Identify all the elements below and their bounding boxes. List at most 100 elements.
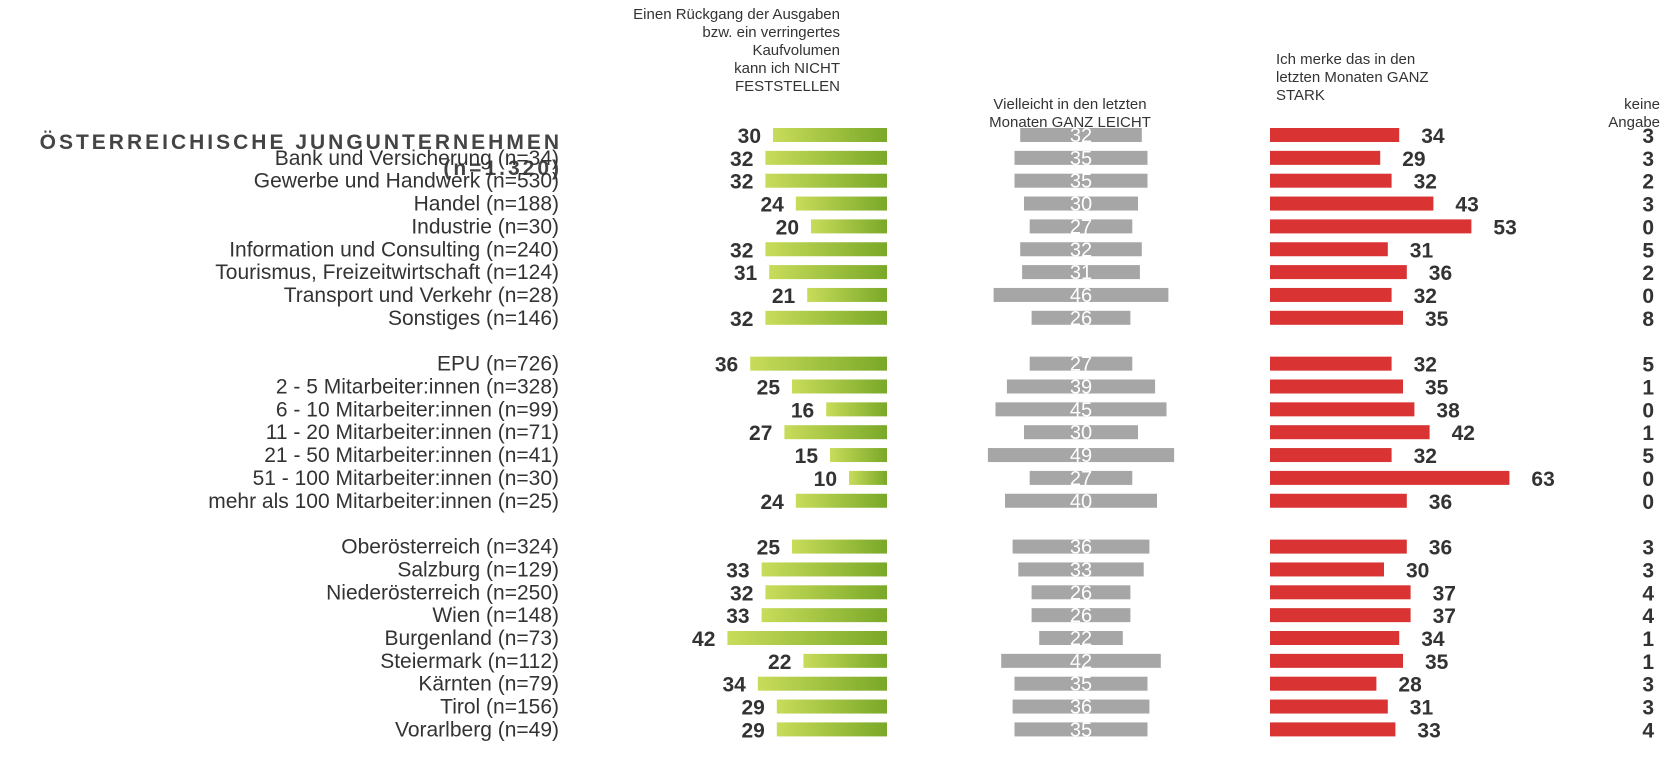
row-label: Handel (n=188) — [414, 193, 559, 216]
total-row-sample-size: (n=1.320) — [443, 157, 562, 180]
row-label: 2 - 5 Mitarbeiter:innen (n=328) — [276, 376, 559, 399]
value-label-strongly: 28 — [1398, 674, 1422, 697]
row-label: Tourismus, Freizeitwirtschaft (n=124) — [215, 261, 559, 284]
value-label-not-noticed: 24 — [760, 491, 784, 514]
bar-slightly — [1014, 676, 1148, 691]
row-label: Burgenland (n=73) — [384, 627, 559, 650]
value-label-slightly: 35 — [1070, 171, 1092, 193]
bar-slightly — [1001, 653, 1161, 668]
value-label-slightly: 32 — [1070, 125, 1092, 147]
value-label-no-answer: 3 — [1642, 674, 1654, 697]
value-label-slightly: 26 — [1070, 582, 1092, 604]
row-label: 51 - 100 Mitarbeiter:innen (n=30) — [253, 467, 559, 490]
value-label-not-noticed: 24 — [760, 194, 784, 217]
bar-not-noticed — [795, 493, 887, 508]
row-label: Wien (n=148) — [432, 604, 559, 627]
value-label-not-noticed: 34 — [722, 674, 746, 697]
value-label-slightly: 45 — [1070, 399, 1092, 421]
value-label-slightly: 39 — [1070, 377, 1092, 399]
value-label-strongly: 30 — [1406, 559, 1429, 582]
bar-slightly — [1039, 631, 1123, 645]
bar-strongly — [1270, 539, 1407, 554]
value-label-no-answer: 5 — [1642, 354, 1654, 377]
value-label-strongly: 37 — [1433, 605, 1456, 628]
value-label-slightly: 35 — [1070, 148, 1092, 170]
bar-strongly — [1270, 356, 1392, 371]
row-label: Transport und Verkehr (n=28) — [284, 284, 559, 307]
value-label-not-noticed: 10 — [814, 468, 837, 491]
value-label-not-noticed: 15 — [795, 445, 819, 468]
value-label-not-noticed: 36 — [715, 354, 738, 377]
value-label-not-noticed: 16 — [791, 399, 814, 422]
bar-strongly — [1270, 699, 1388, 714]
value-label-not-noticed: 27 — [749, 422, 772, 445]
value-label-not-noticed: 29 — [741, 719, 764, 742]
header-slightly-line: Monaten GANZ LEICHT — [989, 114, 1151, 131]
value-label-no-answer: 1 — [1642, 377, 1654, 400]
bar-not-noticed — [826, 402, 887, 417]
bar-not-noticed — [761, 608, 887, 623]
bar-slightly — [1014, 722, 1148, 737]
bar-not-noticed — [807, 287, 887, 302]
value-label-slightly: 27 — [1070, 468, 1092, 490]
bar-slightly — [1031, 608, 1131, 623]
bar-slightly — [1031, 310, 1131, 325]
bar-not-noticed — [776, 722, 887, 737]
value-label-not-noticed: 32 — [730, 171, 753, 194]
bar-not-noticed — [792, 539, 887, 554]
value-label-slightly: 35 — [1070, 674, 1092, 696]
bar-slightly — [1012, 539, 1150, 554]
row-label: 6 - 10 Mitarbeiter:innen (n=99) — [276, 398, 559, 421]
value-label-not-noticed: 21 — [772, 285, 796, 308]
value-label-strongly: 37 — [1433, 582, 1456, 605]
row-label: Industrie (n=30) — [411, 215, 559, 238]
value-label-no-answer: 3 — [1642, 148, 1654, 171]
bar-strongly — [1270, 722, 1396, 737]
header-slightly: Vielleicht in den letzten Monaten GANZ L… — [940, 96, 1200, 132]
bar-slightly — [1005, 493, 1157, 508]
bar-slightly — [1029, 219, 1133, 234]
value-label-no-answer: 3 — [1642, 559, 1654, 582]
value-label-strongly: 32 — [1414, 445, 1437, 468]
header-strongly-line: STARK — [1276, 87, 1325, 104]
value-label-slightly: 27 — [1070, 216, 1092, 238]
value-label-strongly: 36 — [1429, 491, 1452, 514]
bar-strongly — [1270, 448, 1392, 463]
value-label-strongly: 33 — [1417, 719, 1440, 742]
row-label: Sonstiges (n=146) — [388, 307, 559, 330]
row-label: 21 - 50 Mitarbeiter:innen (n=41) — [264, 444, 559, 467]
bar-not-noticed — [765, 242, 887, 257]
row-label: Oberösterreich (n=324) — [341, 536, 559, 559]
value-label-strongly: 32 — [1414, 285, 1437, 308]
bar-slightly — [1022, 265, 1140, 280]
value-label-no-answer: 1 — [1642, 651, 1654, 674]
bar-not-noticed — [776, 699, 887, 714]
bar-slightly — [1031, 585, 1131, 600]
header-not-noticed-line: Einen Rückgang der Ausgaben — [633, 6, 840, 23]
bar-strongly — [1270, 150, 1381, 165]
value-label-no-answer: 2 — [1642, 262, 1654, 285]
bar-slightly — [1014, 150, 1148, 165]
bar-not-noticed — [765, 585, 887, 600]
value-label-slightly: 49 — [1070, 445, 1092, 467]
value-label-slightly: 27 — [1070, 354, 1092, 376]
bar-not-noticed — [830, 448, 887, 463]
value-label-slightly: 26 — [1070, 605, 1092, 627]
bar-slightly — [1020, 242, 1142, 257]
header-no-answer-line: Angabe — [1608, 114, 1660, 131]
value-label-not-noticed: 33 — [726, 559, 749, 582]
value-label-slightly: 46 — [1070, 285, 1092, 307]
bar-strongly — [1270, 493, 1407, 508]
value-label-no-answer: 5 — [1642, 239, 1654, 262]
value-label-strongly: 43 — [1455, 194, 1478, 217]
value-label-not-noticed: 22 — [768, 651, 791, 674]
header-no-answer-line: keine — [1624, 96, 1660, 113]
value-label-no-answer: 1 — [1642, 628, 1654, 651]
value-label-not-noticed: 32 — [730, 308, 753, 331]
row-label: Vorarlberg (n=49) — [395, 718, 559, 741]
bar-slightly — [995, 402, 1167, 417]
bar-strongly — [1270, 196, 1434, 211]
value-label-strongly: 38 — [1436, 399, 1460, 422]
value-label-strongly: 31 — [1410, 697, 1434, 720]
value-label-slightly: 40 — [1070, 491, 1092, 513]
